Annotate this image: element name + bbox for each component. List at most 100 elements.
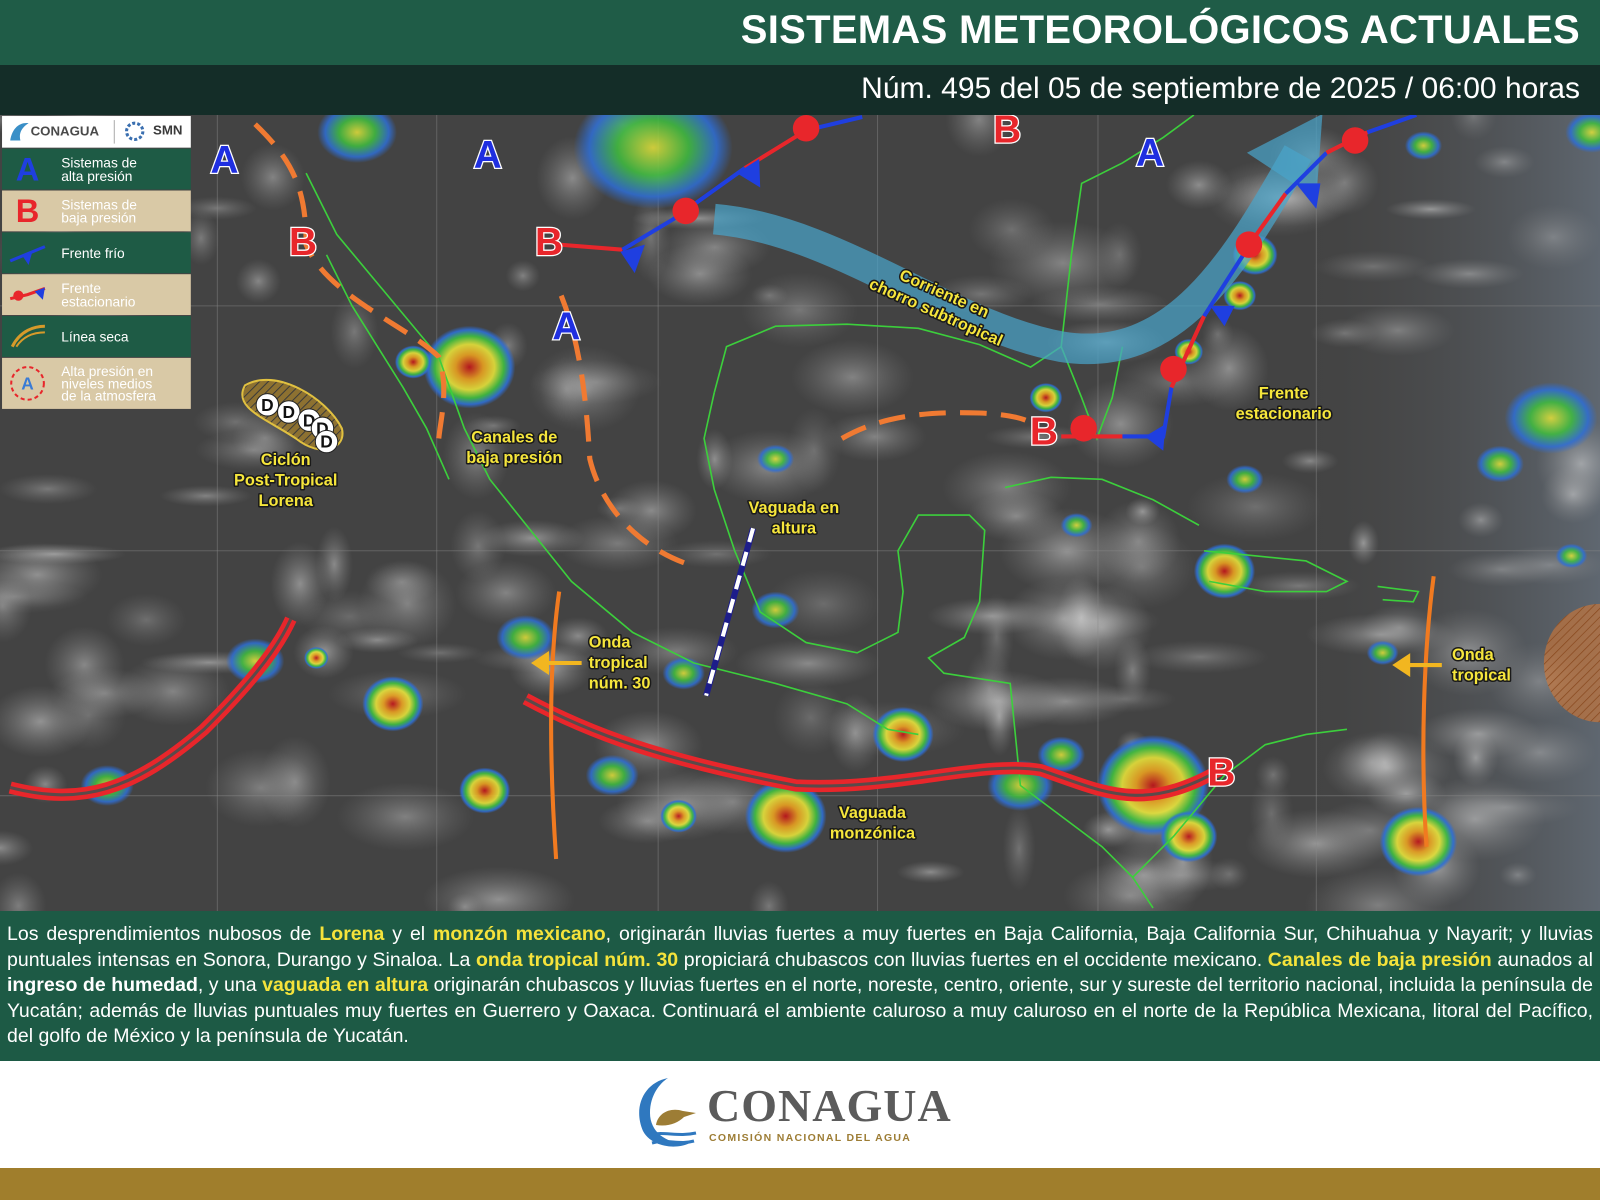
footer-tagline: COMISIÓN NACIONAL DEL AGUA	[709, 1132, 912, 1144]
bulletin-text: aunados al	[1491, 948, 1593, 971]
legend-row	[2, 190, 191, 232]
legend-row	[2, 357, 191, 409]
cyclone-mark: D	[261, 395, 274, 415]
logo-wave	[651, 1139, 695, 1145]
monsoon-trough-core	[524, 697, 1226, 797]
front-segment	[621, 166, 747, 252]
footer: CONAGUA COMISIÓN NACIONAL DEL AGUA	[0, 1061, 1600, 1168]
bulletin-text: originarán chubascos y lluvias fuertes e…	[7, 974, 1593, 1047]
cloud	[455, 559, 557, 626]
legend-label: Frente frío	[61, 246, 125, 261]
monsoon-trough	[8, 616, 1228, 802]
cloud	[299, 590, 400, 643]
legend-icon	[10, 324, 45, 348]
front-bump	[1341, 127, 1369, 154]
logo-wave	[647, 1131, 697, 1137]
cloud	[735, 639, 881, 688]
cloud	[1002, 806, 1036, 892]
map-label-line: Ciclón	[261, 451, 311, 469]
cloud	[259, 736, 331, 828]
pressure-center: A	[552, 306, 580, 349]
map-label: Onda tropical	[1451, 644, 1513, 685]
map-label-line: Onda	[1452, 646, 1495, 664]
shower-cell	[573, 115, 733, 209]
shower-cell	[585, 754, 639, 796]
mid-level-high	[1543, 603, 1600, 723]
storm-cell	[1379, 806, 1458, 877]
cloud	[51, 680, 127, 751]
cloud	[749, 881, 789, 911]
legend-logo-text: SMN	[153, 122, 182, 137]
shower-cell	[1226, 465, 1264, 494]
cloud	[823, 412, 927, 462]
front-tooth	[1210, 305, 1235, 327]
cloud	[1067, 379, 1174, 469]
legend-label: Sistemas de	[61, 197, 137, 212]
cold-front-teeth	[620, 158, 1321, 451]
bulletin-text: ingreso de humedad	[7, 974, 198, 996]
cloud	[1237, 571, 1361, 601]
bulletin-text: Los desprendimientos nubosos de	[7, 923, 320, 945]
map-label: Vaguada en altura	[747, 497, 841, 538]
upper-trough-dashes	[704, 527, 756, 697]
bulletin-text: Canales de baja presión	[1267, 948, 1492, 971]
shower-cell	[662, 656, 705, 690]
bulletin-text: vaguada en altura	[262, 974, 429, 996]
logo-bird	[656, 1109, 696, 1126]
coastline	[1377, 585, 1420, 603]
front-tooth	[736, 158, 761, 188]
map-label-line: Post-Tropical	[234, 471, 337, 489]
jet-stream	[712, 145, 1312, 364]
subtitle-band: Núm. 495 del 05 de septiembre de 2025 / …	[0, 65, 1600, 115]
cloud	[790, 339, 914, 415]
map-label: Onda tropical núm. 30	[587, 632, 652, 694]
logo-swirl	[639, 1078, 690, 1147]
cloud	[828, 693, 883, 773]
map-label-line: núm. 30	[589, 675, 651, 693]
shower-cell	[1555, 543, 1588, 569]
shower-cell	[1565, 115, 1600, 153]
cloud	[983, 424, 1092, 450]
map-label: Frente estacionario	[1234, 383, 1333, 424]
legend-label: estacionario	[61, 294, 136, 309]
front-bump	[792, 115, 820, 142]
map-label: Ciclón Post-Tropical Lorena	[233, 450, 339, 512]
wave-arrows	[531, 651, 1442, 678]
shower-cell	[751, 591, 800, 629]
cloud	[1187, 472, 1324, 542]
map-label-line: Frente	[1259, 385, 1309, 403]
front-segment	[1284, 151, 1328, 196]
cloud	[396, 642, 485, 664]
coastline	[305, 172, 919, 736]
cloud	[330, 294, 379, 370]
coastline	[713, 115, 1195, 393]
front-bump	[1160, 355, 1187, 383]
legend-label: niveles medios	[61, 376, 152, 391]
front-segment	[559, 242, 623, 252]
storm-cell	[1160, 810, 1218, 863]
map-label-line: monzónica	[830, 825, 916, 843]
cloud	[1506, 204, 1600, 270]
low-pressure-channels	[253, 122, 1027, 569]
map-label-line: Lorena	[259, 492, 314, 510]
storm-cell	[1223, 280, 1257, 311]
cloud	[1209, 857, 1250, 891]
legend-icon	[13, 290, 24, 301]
cloud	[1540, 465, 1600, 524]
pressure-center: B	[1207, 751, 1235, 794]
legend-icon	[22, 250, 33, 266]
map-label-line: tropical	[589, 654, 648, 672]
bulletin-text: y el	[384, 923, 434, 945]
coastline	[1004, 476, 1200, 526]
coastline	[1132, 728, 1348, 878]
coastlines	[305, 115, 1420, 909]
pressure-center: B	[1030, 411, 1058, 454]
storm-cell	[1193, 543, 1256, 599]
cloud	[741, 272, 858, 348]
shower-cell	[1060, 513, 1093, 538]
footer-logo-icon	[639, 1078, 697, 1147]
